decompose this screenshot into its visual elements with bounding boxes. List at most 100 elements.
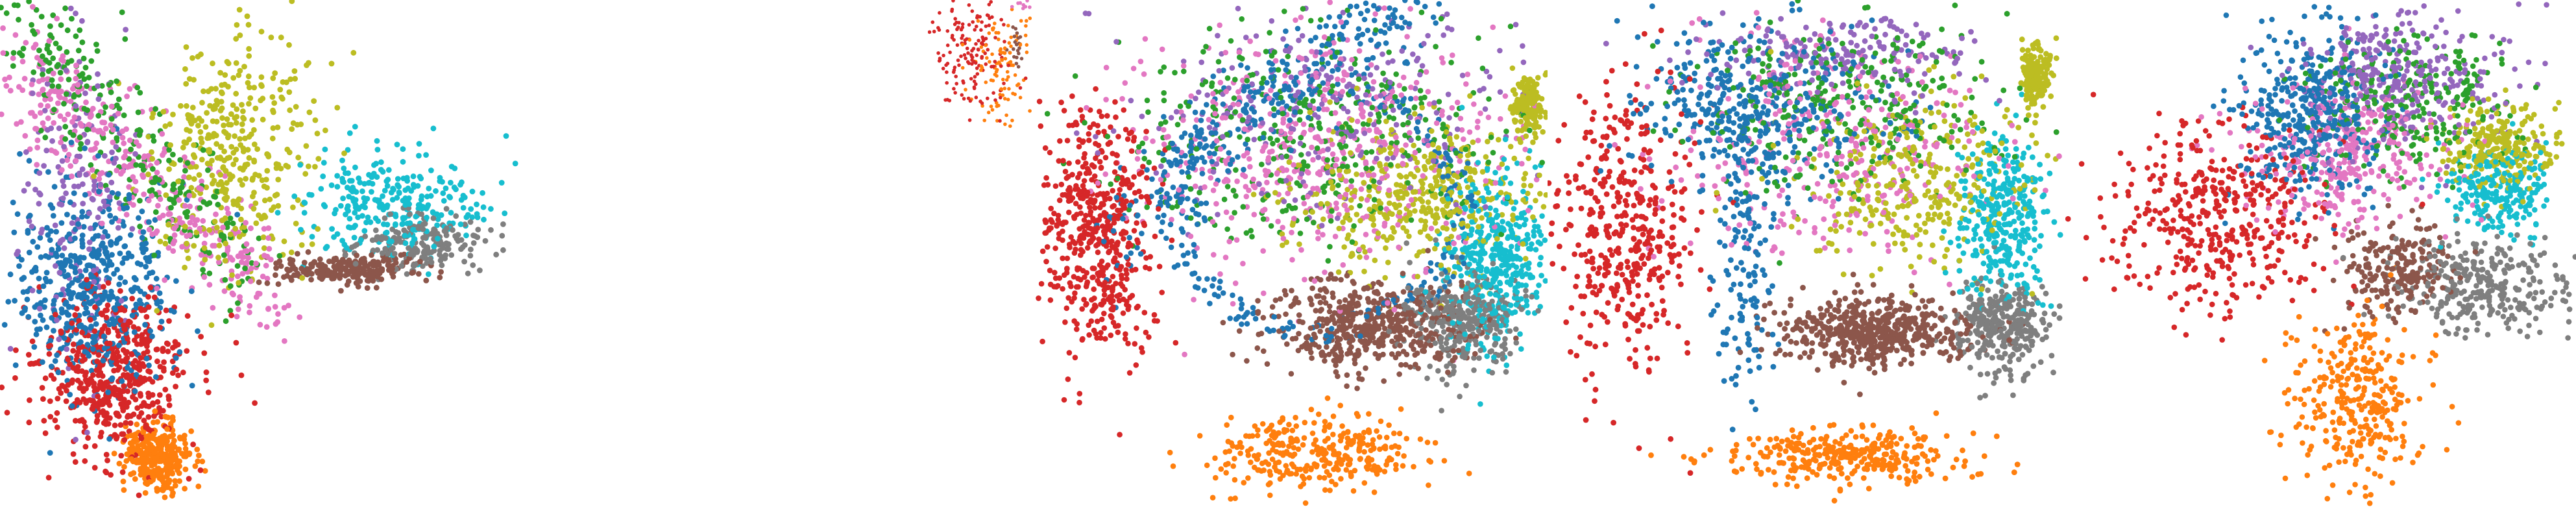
scatter-point [295,154,302,161]
scatter-point [233,119,239,126]
scatter-point [196,185,202,191]
scatter-point [253,294,260,300]
scatter-point [173,366,180,373]
scatter-point [114,78,120,84]
scatter-point [136,132,143,138]
scatter-point [19,310,25,316]
scatter-point [182,264,188,271]
scatter-point [4,410,10,416]
scatter-point [1380,351,1386,358]
scatter-point [251,158,258,165]
scatter-point [265,306,271,312]
scatter-point [1315,106,1322,112]
scatter-point [1533,294,1540,300]
scatter-point [1018,95,1023,100]
scatter-point [178,103,184,109]
scatter-point [22,305,29,312]
scatter-point [488,206,494,212]
scatter-point [132,397,139,402]
scatter-point [58,140,64,145]
scatter-point [1006,63,1010,68]
scatter-point [104,254,111,260]
scatter-point [984,43,988,47]
scatter-point [334,105,341,111]
scatter-point [1448,234,1455,240]
scatter-point [102,323,108,329]
scatter-point [270,75,276,81]
scatter-point [358,237,364,243]
scatter-point [438,212,444,218]
scatter-point [1322,86,1328,93]
scatter-point [359,213,365,219]
scatter-point [1387,5,1392,11]
scatter-point [138,435,145,441]
scatter-point [1132,266,1139,273]
scatter-point [369,252,374,258]
scatter-point [72,235,78,241]
scatter-point [38,312,43,319]
scatter-point [1374,65,1379,71]
scatter-point [396,190,402,195]
scatter-point [1152,233,1158,240]
scatter-point [453,186,459,193]
scatter-point [1051,210,1057,217]
scatter-point [104,233,111,239]
scatter-point [1521,176,1527,182]
scatter-point [128,351,135,357]
scatter-point [260,116,266,123]
scatter-point [82,191,88,198]
scatter-point [374,138,380,144]
scatter-point [1002,46,1007,50]
scatter-point [165,221,171,228]
scatter-point [1407,114,1413,121]
scatter-point [264,280,271,286]
scatter-point [43,57,49,64]
scatter-point [1520,43,1525,49]
scatter-point [1445,92,1452,97]
scatter-point [7,345,14,352]
scatter-point [93,42,99,47]
scatter-point [305,249,311,255]
scatter-point [285,164,291,170]
scatter-point [1207,301,1213,306]
scatter-point [385,177,391,183]
scatter-point [211,178,217,184]
scatter-point [157,364,164,370]
scatter-point [1204,102,1209,108]
scatter-point [132,277,139,282]
scatter-point [29,90,36,97]
scatter-point [146,441,152,447]
scatter-point [153,454,160,461]
scatter-point [230,75,237,81]
scatter-point [1524,232,1531,238]
scatter-point [152,408,158,414]
scatter-point [390,245,396,251]
scatter-point [990,15,994,19]
scatter-point [439,262,445,269]
scatter-point [228,143,235,150]
scatter-point [51,376,57,382]
scatter-point [132,151,138,157]
scatter-point [975,25,978,29]
scatter-point [437,175,443,181]
scatter-point [1396,214,1403,220]
scatter-point [1101,325,1108,331]
scatter-point [102,289,108,295]
scatter-point [1398,406,1404,412]
scatter-point [70,132,77,138]
scatter-point [1449,254,1455,260]
scatter-point [126,184,132,190]
scatter-point [198,51,204,58]
scatter-point [65,356,71,363]
scatter-point [979,28,983,32]
scatter-point [1322,419,1328,425]
scatter-point [86,75,92,80]
scatter-point [1223,209,1230,216]
scatter-point [1012,47,1015,51]
scatter-point [128,456,134,462]
scatter-point [500,247,506,253]
scatter-point [322,245,329,251]
scatter-point [352,123,358,130]
scatter-point [258,74,265,80]
scatter-point [30,238,36,245]
